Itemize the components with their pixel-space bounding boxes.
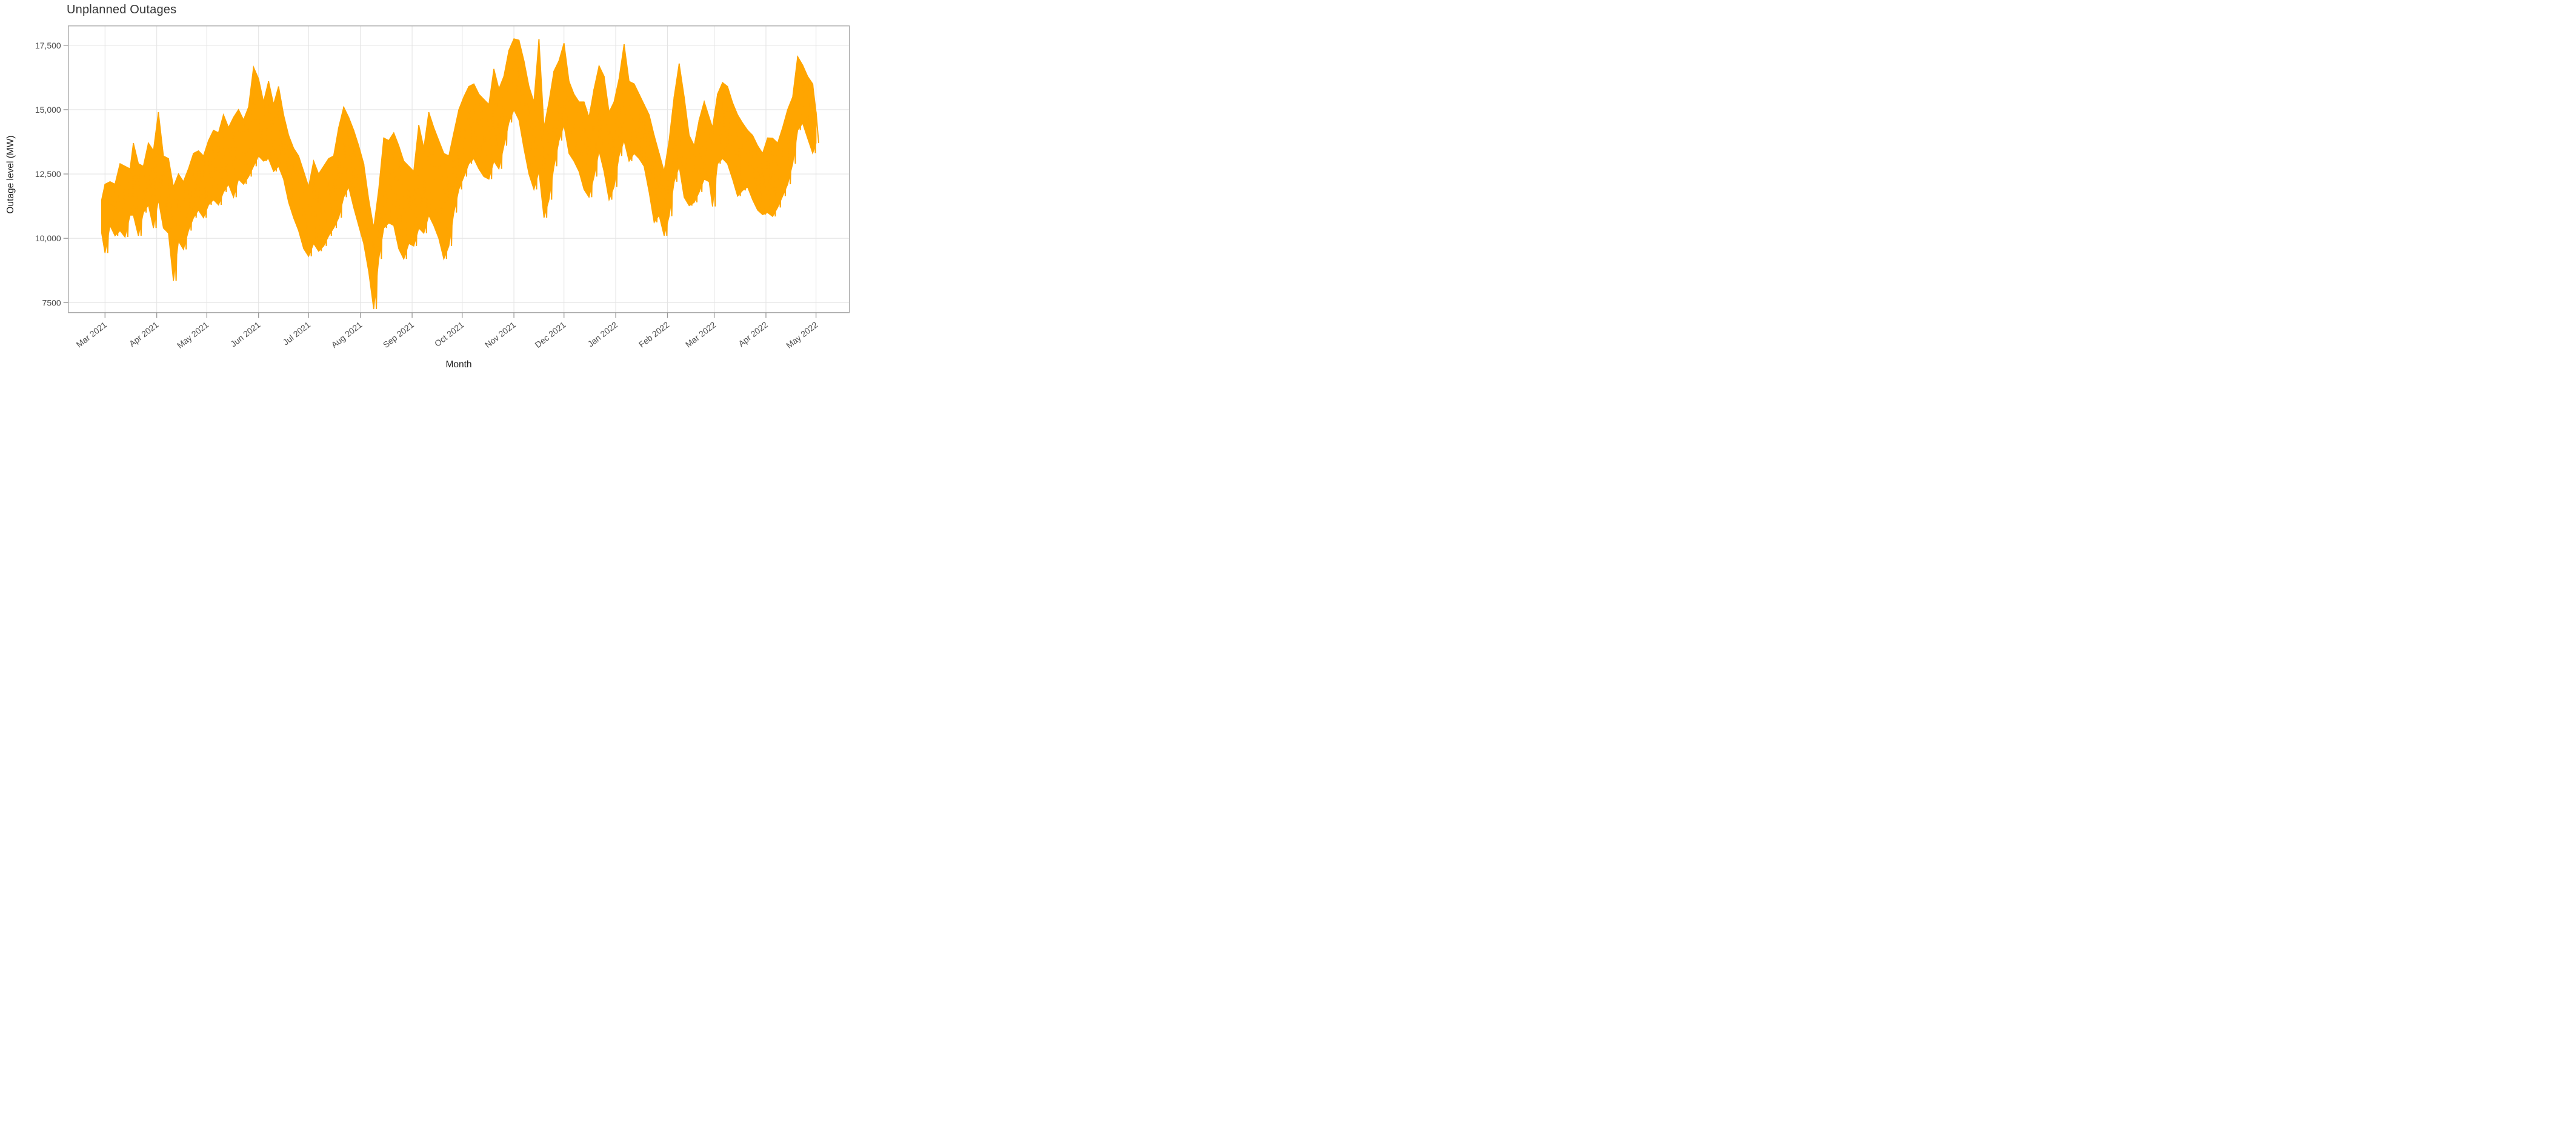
panel-border xyxy=(67,25,850,313)
unplanned-outages-chart: 17,500 15,000 12,500 10,000 7500 Mar 2021 Apr … xyxy=(0,0,859,377)
x-tick-label: Nov 2021 xyxy=(483,319,518,350)
y-tick-label: 10,000 xyxy=(35,233,61,243)
x-tick-label: Jan 2022 xyxy=(586,319,619,349)
x-tick-label: Sep 2021 xyxy=(381,319,416,350)
outage-level-series xyxy=(101,38,817,310)
x-tick-label: Aug 2021 xyxy=(329,319,364,350)
x-tick-label: May 2021 xyxy=(175,319,210,350)
x-tick-label: Dec 2021 xyxy=(533,319,567,350)
x-tick-label: Jun 2021 xyxy=(228,319,262,349)
x-tick-label: Oct 2021 xyxy=(433,319,466,349)
x-axis-title: Month xyxy=(445,359,472,370)
y-tick-label: 15,000 xyxy=(35,105,61,115)
x-tick-label: May 2022 xyxy=(784,319,819,350)
chart-canvas: 17,500 15,000 12,500 10,000 7500 Mar 2021 Apr … xyxy=(35,25,850,350)
y-tick-label: 12,500 xyxy=(35,169,61,179)
chart-title: Unplanned Outages xyxy=(67,3,177,16)
x-tick-label: Mar 2022 xyxy=(684,319,718,349)
x-tick-label: Jul 2021 xyxy=(281,319,313,347)
y-axis-title: Outage level (MW) xyxy=(5,135,16,214)
y-tick-label: 17,500 xyxy=(35,41,61,50)
y-tick-label: 7500 xyxy=(42,298,61,307)
x-tick-label: Apr 2021 xyxy=(127,319,161,349)
x-tick-label: Feb 2022 xyxy=(637,319,671,349)
outage-level-zigzag xyxy=(101,39,819,310)
x-tick-label: Mar 2021 xyxy=(75,319,109,349)
x-tick-label: Apr 2022 xyxy=(736,319,770,349)
